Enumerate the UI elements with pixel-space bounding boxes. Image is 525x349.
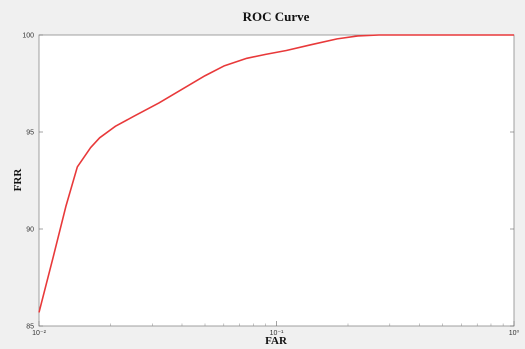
x-tick-label: 10⁻²	[32, 330, 46, 337]
y-tick-label: 100	[22, 33, 34, 40]
y-tick-label: 90	[26, 227, 34, 234]
y-tick-label: 85	[26, 324, 34, 331]
y-axis-label: FRR	[12, 168, 24, 192]
x-tick-label: 10⁰	[509, 329, 520, 337]
x-tick-label: 10⁻¹	[270, 330, 284, 337]
axis-ticks: 85 90 95 100 10⁻² 10⁻¹ 10⁰	[22, 33, 519, 338]
series-group	[38, 34, 514, 313]
plot-area	[38, 34, 515, 327]
y-tick-label: 95	[26, 130, 34, 137]
roc-curve-line	[38, 34, 514, 313]
chart-title: ROC Curve	[243, 9, 310, 24]
x-axis-label: FAR	[265, 335, 288, 347]
